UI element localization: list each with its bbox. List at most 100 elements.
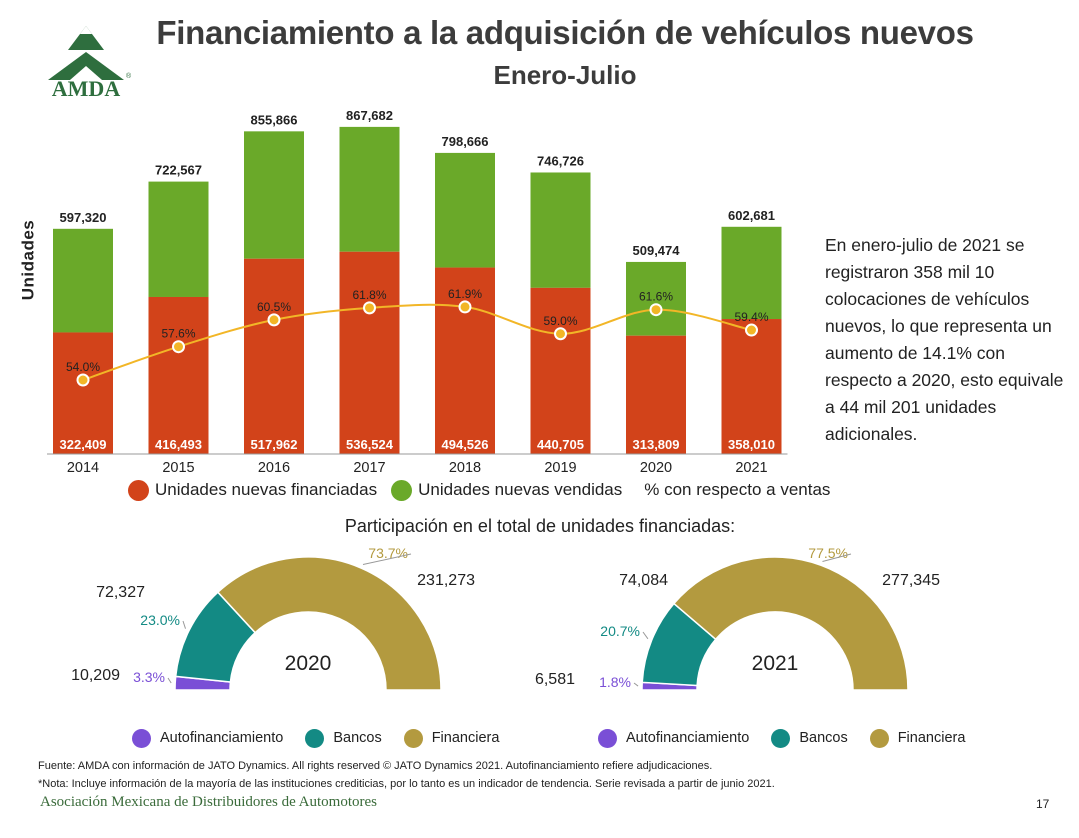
bar-chart-legend: Unidades nuevas financiadas Unidades nue… bbox=[128, 478, 844, 502]
legend-item-porcentaje: % con respecto a ventas bbox=[644, 480, 831, 499]
percentage-label: 61.6% bbox=[639, 290, 673, 304]
slice-pct-label: 23.0% bbox=[140, 612, 180, 628]
donut-legend-item: Financiera bbox=[403, 728, 499, 748]
percentage-point bbox=[172, 340, 185, 354]
total-label: 597,320 bbox=[60, 210, 107, 225]
donut-slice bbox=[216, 556, 442, 691]
bar-financiadas bbox=[721, 319, 782, 454]
financiadas-label: 440,705 bbox=[537, 437, 584, 452]
bar-financiadas bbox=[530, 287, 591, 454]
x-tick-label: 2014 bbox=[67, 460, 99, 476]
slice-leader-line bbox=[642, 631, 649, 640]
donut-legend-item: Autofinanciamiento bbox=[132, 728, 283, 748]
donut-legend-item: Autofinanciamiento bbox=[598, 728, 749, 748]
half-donut-charts: 10,209 3.3%72,32723.0%231,27373.7%20206,5… bbox=[71, 545, 940, 691]
total-label: 798,666 bbox=[442, 134, 489, 149]
percentage-point bbox=[76, 373, 90, 387]
x-tick-label: 2015 bbox=[162, 460, 194, 476]
x-tick-label: 2017 bbox=[353, 460, 385, 476]
percentage-point bbox=[458, 300, 472, 314]
donut-center-label: 2020 bbox=[285, 652, 332, 675]
percentage-point bbox=[554, 327, 567, 341]
bar-vendidas bbox=[244, 131, 304, 259]
legend-swatch-green bbox=[391, 479, 413, 501]
slice-leader-line bbox=[633, 682, 639, 687]
total-label: 867,682 bbox=[346, 108, 393, 123]
total-label: 746,726 bbox=[537, 153, 584, 168]
summary-note: En enero-julio de 2021 se registraron 35… bbox=[825, 235, 1064, 444]
slice-value-label: 231,273 bbox=[417, 572, 475, 589]
slice-value-label: 74,084 bbox=[619, 572, 668, 589]
bar-vendidas bbox=[339, 126, 400, 252]
percentage-label: 61.9% bbox=[448, 287, 482, 301]
percentage-label: 60.5% bbox=[257, 300, 291, 314]
legend-swatch-red bbox=[128, 479, 149, 501]
legend-item-financiadas: Unidades nuevas financiadas bbox=[128, 479, 377, 501]
x-tick-label: 2019 bbox=[544, 460, 576, 476]
amda-logo: AMDA ® bbox=[48, 26, 132, 100]
stacked-bar-chart: 597,320 322,409 2014 722,567 416,493 2015 855,… bbox=[47, 108, 788, 476]
donut-legend-2020: Autofinanciamiento Bancos Financiera bbox=[132, 727, 521, 749]
logo-text: AMDA bbox=[52, 76, 121, 100]
bar-vendidas bbox=[530, 172, 591, 288]
financiadas-label: 322,409 bbox=[60, 437, 107, 452]
percentage-point bbox=[363, 301, 376, 315]
organization-name: Asociación Mexicana de Distribuidores de… bbox=[40, 794, 378, 810]
slice-leader-line bbox=[167, 677, 172, 684]
bar-financiadas bbox=[53, 332, 113, 454]
bar-vendidas bbox=[626, 261, 686, 336]
slice-pct-label: 1.8% bbox=[599, 674, 631, 690]
donut-legend-item: Bancos bbox=[771, 728, 848, 748]
x-tick-label: 2021 bbox=[735, 460, 767, 476]
percentage-label: 57.6% bbox=[161, 327, 195, 341]
bar-financiadas bbox=[626, 335, 686, 454]
footer-nota: *Nota: Incluye información de la mayoría… bbox=[38, 778, 775, 790]
slice-pct-label: 3.3% bbox=[133, 669, 165, 685]
donut-legend-2021: Autofinanciamiento Bancos Financiera bbox=[598, 727, 987, 749]
financiadas-label: 494,526 bbox=[442, 437, 489, 452]
total-label: 722,567 bbox=[155, 163, 202, 178]
percentage-label: 54.0% bbox=[66, 360, 100, 374]
slice-value-label: 277,345 bbox=[882, 572, 940, 589]
slice-leader-line bbox=[822, 553, 852, 562]
donut-legend-item: Financiera bbox=[869, 728, 965, 748]
financiadas-label: 416,493 bbox=[155, 437, 202, 452]
bar-financiadas bbox=[244, 258, 304, 454]
percentage-point bbox=[745, 323, 758, 337]
slice-value-label: 72,327 bbox=[96, 584, 145, 601]
total-label: 602,681 bbox=[728, 208, 775, 223]
donut-legend-item: Bancos bbox=[305, 728, 382, 748]
legend-item-vendidas: Unidades nuevas vendidas bbox=[391, 479, 622, 501]
percentage-label: 61.8% bbox=[352, 288, 386, 302]
slice-value-label: 10,209 bbox=[71, 667, 120, 684]
x-tick-label: 2018 bbox=[449, 460, 481, 476]
share-title: Participación en el total de unidades fi… bbox=[344, 516, 736, 536]
slice-leader-line bbox=[182, 620, 186, 629]
slice-pct-label: 20.7% bbox=[600, 623, 640, 639]
financiadas-label: 517,962 bbox=[251, 437, 298, 452]
bar-vendidas bbox=[435, 152, 495, 268]
percentage-point bbox=[267, 313, 281, 327]
x-tick-label: 2020 bbox=[640, 460, 672, 476]
svg-text:®: ® bbox=[126, 72, 132, 80]
x-tick-label: 2016 bbox=[258, 460, 290, 476]
slice-value-label: 6,581 bbox=[535, 671, 575, 688]
bar-vendidas bbox=[148, 181, 209, 297]
percentage-label: 59.4% bbox=[734, 310, 768, 324]
percentage-label: 59.0% bbox=[543, 314, 577, 328]
page-number: 17 bbox=[1036, 797, 1050, 811]
bar-financiadas bbox=[148, 296, 209, 454]
total-label: 855,866 bbox=[251, 112, 298, 127]
financiadas-label: 313,809 bbox=[633, 437, 680, 452]
page-subtitle: Enero-Julio bbox=[493, 60, 637, 90]
slice-leader-line bbox=[362, 553, 412, 566]
bar-financiadas bbox=[339, 251, 400, 454]
footer-source: Fuente: AMDA con información de JATO Dyn… bbox=[38, 760, 713, 772]
donut-center-label: 2021 bbox=[752, 652, 799, 675]
percentage-point bbox=[649, 303, 663, 317]
financiadas-label: 536,524 bbox=[346, 437, 394, 452]
bar-vendidas bbox=[721, 226, 782, 320]
page-title: Financiamiento a la adquisición de vehíc… bbox=[156, 14, 974, 51]
bar-financiadas bbox=[435, 267, 495, 454]
bar-vendidas bbox=[53, 228, 113, 333]
